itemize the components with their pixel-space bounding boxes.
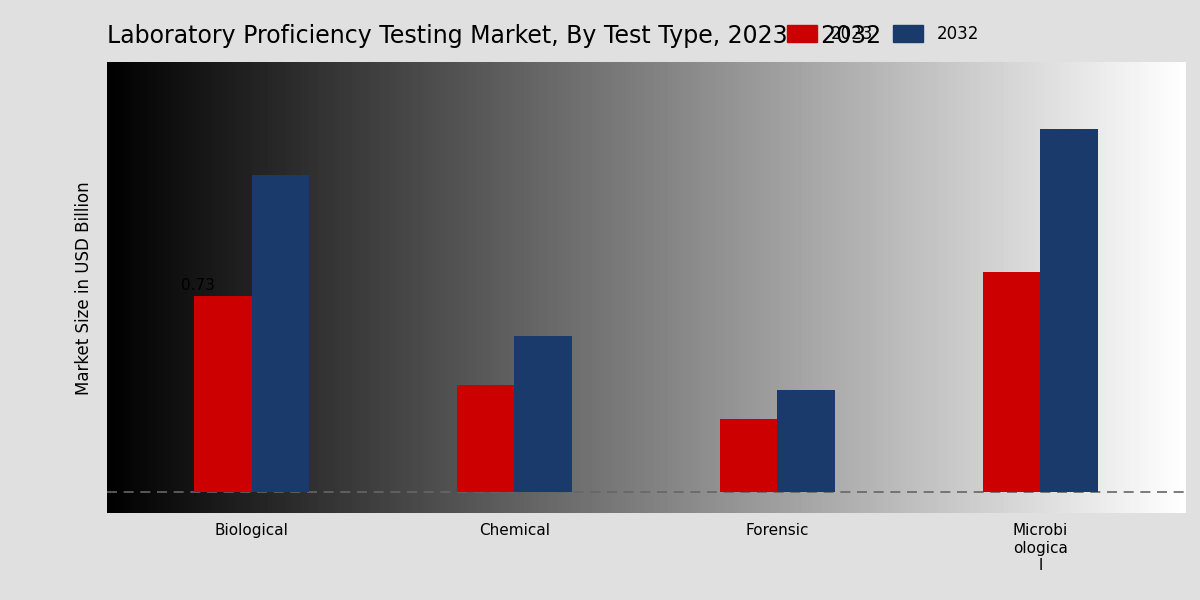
Bar xyxy=(193,296,252,492)
Bar xyxy=(778,390,835,492)
Bar xyxy=(457,385,515,492)
Bar xyxy=(252,175,310,492)
Bar xyxy=(515,336,572,492)
Y-axis label: Market Size in USD Billion: Market Size in USD Billion xyxy=(74,181,94,395)
Text: Laboratory Proficiency Testing Market, By Test Type, 2023 & 2032: Laboratory Proficiency Testing Market, B… xyxy=(107,23,881,47)
Bar xyxy=(720,419,778,492)
Bar xyxy=(1040,129,1098,492)
Text: 0.73: 0.73 xyxy=(181,278,215,293)
Legend: 2023, 2032: 2023, 2032 xyxy=(779,16,988,51)
Bar xyxy=(983,272,1040,492)
